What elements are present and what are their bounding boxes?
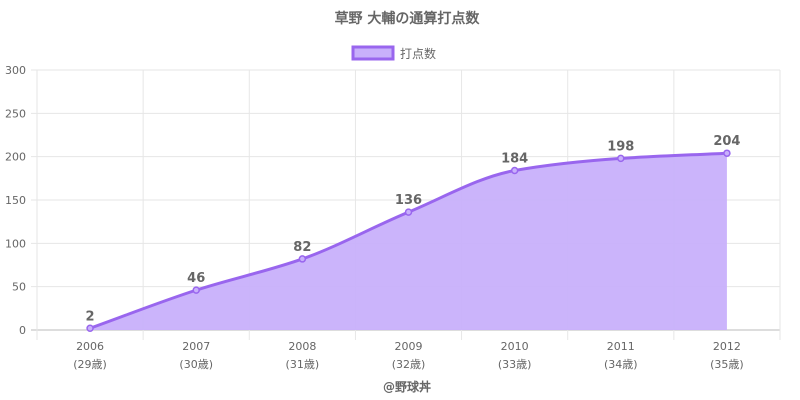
x-tick-age-label: (33歳) xyxy=(498,358,532,371)
x-tick-age-label: (31歳) xyxy=(286,358,320,371)
data-label: 198 xyxy=(607,139,634,154)
x-tick-label: 2010 xyxy=(501,340,529,353)
credit-text: @野球丼 xyxy=(383,379,431,394)
y-axis: 0 50 100 150 200 250 300 xyxy=(5,64,26,337)
data-point xyxy=(86,324,94,333)
data-point xyxy=(510,166,519,175)
legend-label: 打点数 xyxy=(400,46,436,61)
x-tick-age-label: (29歳) xyxy=(73,358,107,371)
data-label: 82 xyxy=(293,240,311,255)
x-axis: 2006 (29歳) 2007 (30歳) 2008 (31歳) 2009 (32歳) 2010… xyxy=(73,340,743,371)
x-tick-label: 2008 xyxy=(288,340,316,353)
legend-swatch xyxy=(351,45,395,61)
x-tick-label: 2011 xyxy=(607,340,635,353)
data-point xyxy=(723,149,731,157)
data-label: 184 xyxy=(501,152,528,167)
y-tick-label: 50 xyxy=(12,281,26,294)
data-point xyxy=(404,208,413,216)
x-tick-label: 2009 xyxy=(395,340,423,353)
data-point xyxy=(617,154,625,163)
x-tick-age-label: (30歳) xyxy=(179,358,213,371)
y-tick-label: 200 xyxy=(5,151,26,164)
x-tick-age-label: (32歳) xyxy=(392,358,426,371)
data-label: 46 xyxy=(187,271,205,286)
data-label: 204 xyxy=(713,134,740,149)
series-area xyxy=(90,153,727,330)
data-label: 136 xyxy=(395,193,422,208)
data-point xyxy=(192,286,200,294)
data-labels: 2 46 82 136 184 198 204 xyxy=(86,134,741,324)
y-tick-label: 250 xyxy=(5,107,26,120)
y-tick-label: 0 xyxy=(19,324,26,337)
x-tick-label: 2006 xyxy=(76,340,104,353)
data-point xyxy=(298,255,307,263)
data-label: 2 xyxy=(86,309,95,324)
x-tick-age-label: (34歳) xyxy=(604,358,638,371)
chart-title: 草野 大輔の通算打点数 xyxy=(335,10,481,27)
legend[interactable]: 打点数 xyxy=(351,45,436,61)
x-tick-label: 2007 xyxy=(182,340,210,353)
y-tick-label: 100 xyxy=(5,237,26,250)
x-tick-age-label: (35歳) xyxy=(710,358,744,371)
plot-area xyxy=(86,149,731,333)
y-tick-label: 300 xyxy=(5,64,26,77)
x-tick-label: 2012 xyxy=(713,340,741,353)
y-tick-label: 150 xyxy=(5,194,26,207)
